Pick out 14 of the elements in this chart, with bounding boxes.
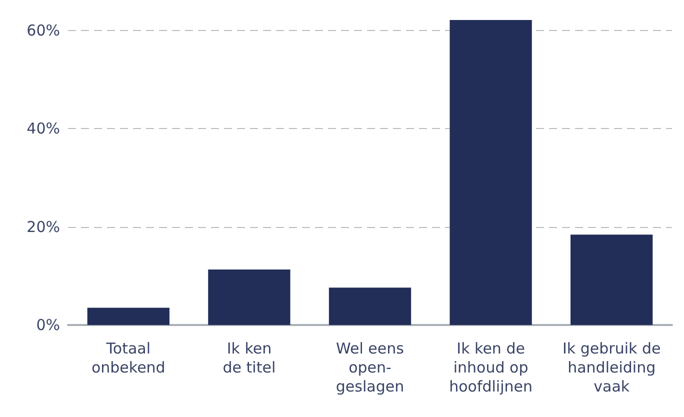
y-tick-label: 60% [26, 21, 60, 40]
x-tick-label: Wel eens open- geslagen [336, 340, 404, 396]
bar [450, 20, 532, 325]
x-tick-label: Ik ken de titel [222, 340, 276, 376]
y-tick-label: 0% [36, 316, 60, 334]
x-tick-label: Ik ken de inhoud op hoofdlijnen [449, 340, 533, 396]
bar [87, 308, 170, 325]
y-tick-label: 20% [26, 218, 60, 236]
x-tick-label: Ik gebruik de handleiding vaak [562, 340, 661, 396]
bar [208, 270, 290, 325]
x-tick-label: Totaal onbekend [91, 340, 166, 376]
y-tick-label: 40% [26, 120, 60, 138]
bar [570, 234, 653, 325]
bar [328, 288, 412, 325]
